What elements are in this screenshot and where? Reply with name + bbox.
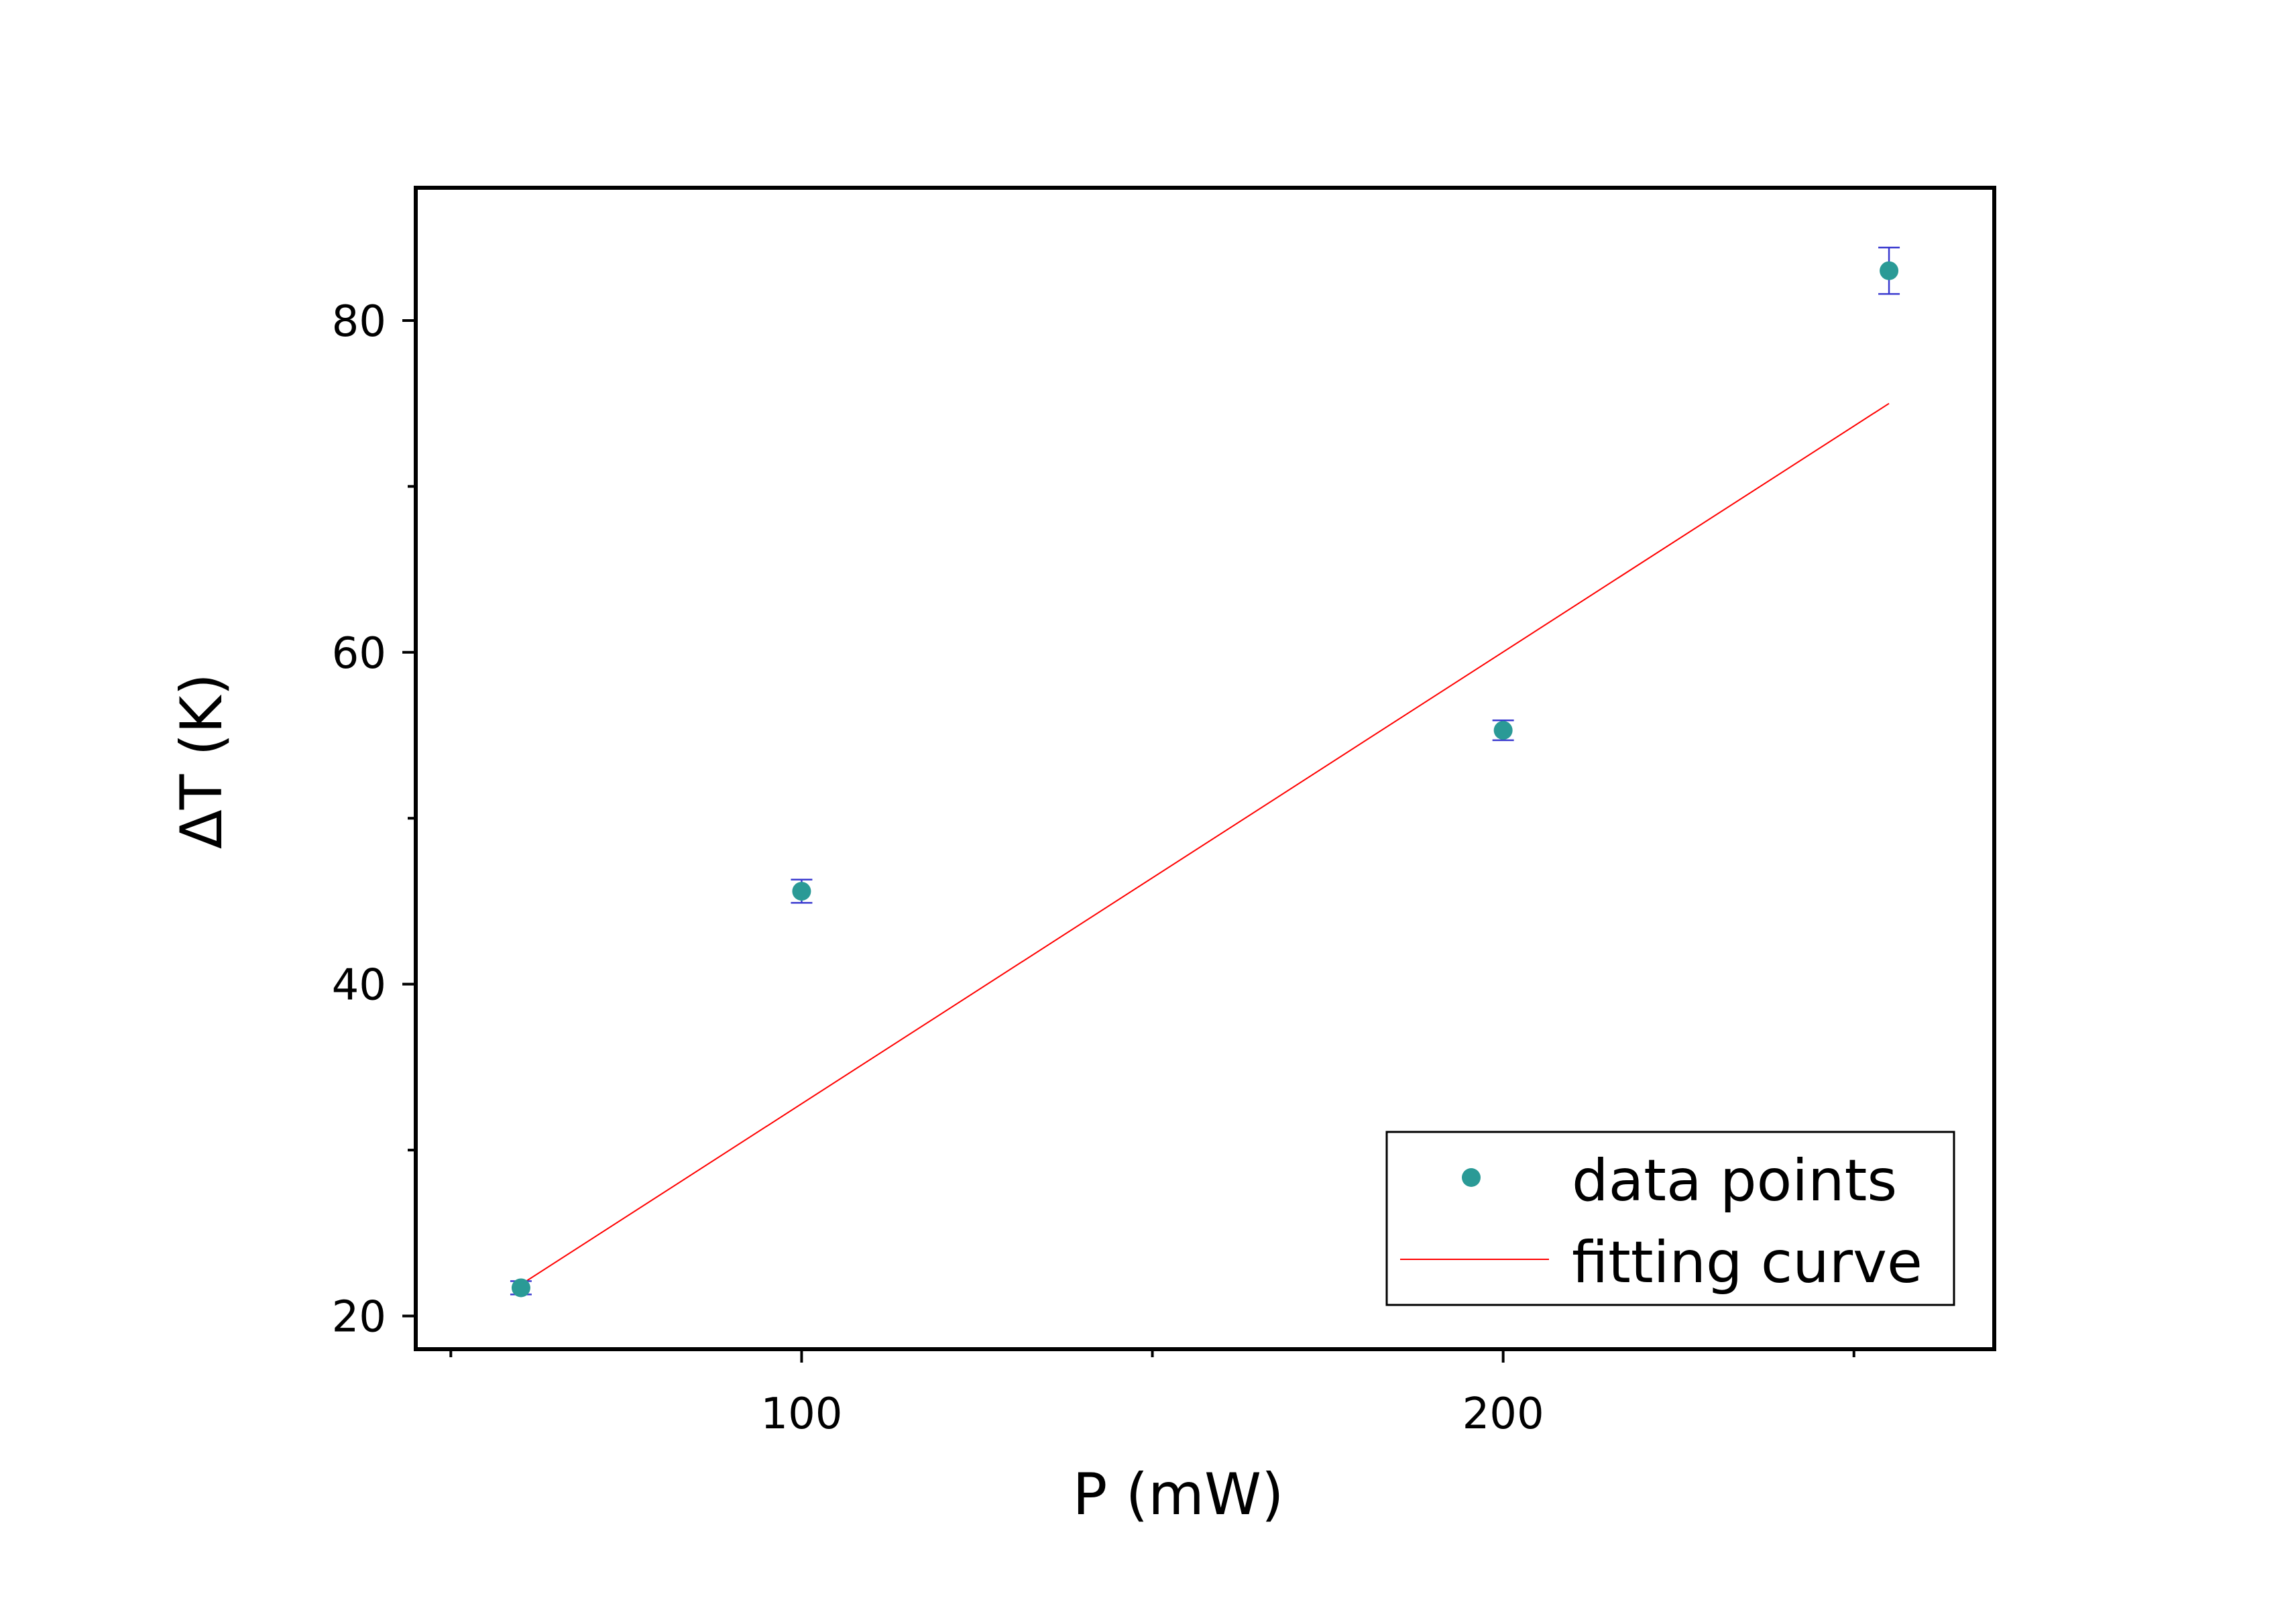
fitting-curve-line bbox=[520, 402, 1890, 1285]
data-point bbox=[792, 882, 811, 901]
y-axis-ticks: 20 40 60 80 bbox=[332, 297, 416, 1342]
legend-label-fitting-curve: fitting curve bbox=[1572, 1229, 1922, 1296]
y-tick-label: 60 bbox=[332, 629, 386, 679]
x-axis-ticks: 100 200 bbox=[449, 1349, 1855, 1439]
legend-label-data-points: data points bbox=[1572, 1147, 1897, 1214]
y-tick-label: 20 bbox=[332, 1293, 386, 1342]
data-point bbox=[1493, 721, 1513, 740]
legend-marker-data-points bbox=[1462, 1168, 1481, 1187]
legend: data points fitting curve bbox=[1385, 1131, 1955, 1306]
y-axis-title: ΔT (K) bbox=[168, 673, 235, 849]
legend-box bbox=[1385, 1131, 1955, 1306]
x-tick-label: 200 bbox=[1462, 1389, 1544, 1439]
data-point bbox=[511, 1278, 530, 1298]
x-axis-title: P (mW) bbox=[1072, 1461, 1283, 1528]
x-tick-label: 100 bbox=[760, 1389, 842, 1439]
y-tick-label: 80 bbox=[332, 297, 386, 347]
data-point bbox=[1880, 261, 1899, 280]
plot-frame bbox=[414, 186, 1996, 1351]
series-layer bbox=[510, 246, 1900, 1298]
y-tick-label: 40 bbox=[332, 961, 386, 1011]
